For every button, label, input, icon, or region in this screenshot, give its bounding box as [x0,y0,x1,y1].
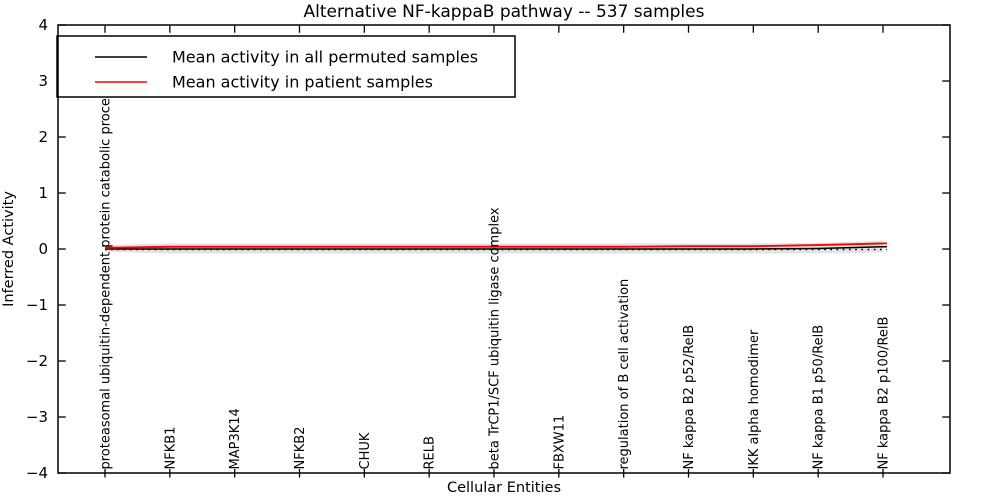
x-tick-label: NF kappa B2 p52/RelB [682,325,697,470]
y-axis-label: Inferred Activity [1,191,17,307]
legend-label-permuted: Mean activity in all permuted samples [172,48,478,67]
x-tick-label: MAP3K14 [228,408,243,469]
x-tick-label: FBXW11 [552,415,567,470]
axes-frame [57,24,951,474]
x-tick-label: CHUK [358,432,373,469]
y-tick-label: 3 [38,72,48,90]
x-tick-label: proteasomal ubiquitin-dependent protein … [99,84,114,469]
plot-area: 4 3 2 1 0 −1 −2 −3 −4 proteasomal ubiquitin-depen… [26,16,950,482]
permuted-mean-line [105,246,887,250]
patient-mean-line [104,242,887,249]
x-tick-label: NF kappa B2 p100/RelB [877,317,892,470]
x-tick-label: NFKB2 [293,427,308,470]
legend-box [56,35,516,98]
x-tick-label: NFKB1 [163,427,178,470]
x-tick-label: IKK alpha homodimer [747,329,762,470]
y-tick-label: −2 [26,352,48,370]
x-tick-label: RELB [423,436,438,469]
x-axis-label: Cellular Entities [447,480,561,496]
y-tick-label: 4 [38,16,48,34]
y-tick-label: −4 [26,464,48,482]
legend: Mean activity in all permuted samples Me… [56,35,516,98]
x-tick-label: regulation of B cell activation [617,279,632,470]
x-tick-label: NF kappa B1 p50/RelB [812,325,827,470]
x-tick-label: beta TrCP1/SCF ubiquitin ligase complex [488,207,503,469]
y-tick-label: −1 [26,296,48,314]
legend-label-patient: Mean activity in patient samples [172,73,433,92]
y-tick-label: 0 [38,240,48,258]
y-tick-label: 2 [38,128,48,146]
chart-title: Alternative NF-kappaB pathway -- 537 sam… [304,2,705,22]
y-tick-label: 1 [38,184,48,202]
y-tick-label: −3 [26,408,48,426]
